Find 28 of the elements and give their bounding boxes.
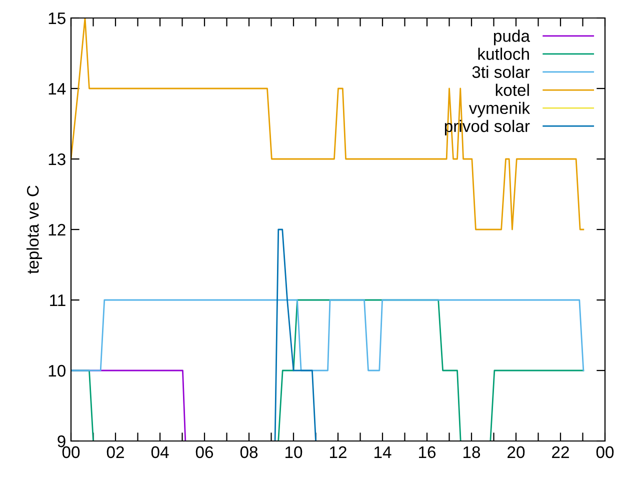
x-tick-label: 06 bbox=[196, 446, 214, 458]
line-series bbox=[71, 18, 584, 230]
y-tick-label: 13 bbox=[48, 153, 66, 166]
legend-label: puda bbox=[494, 30, 530, 46]
x-tick-label: 00 bbox=[596, 446, 614, 458]
y-tick-label: 14 bbox=[48, 83, 66, 95]
y-tick-label: 9 bbox=[58, 435, 66, 448]
y-tick-label: 11 bbox=[50, 294, 66, 306]
legend-label: 3ti solar bbox=[472, 66, 530, 78]
x-tick-label: 16 bbox=[419, 446, 436, 458]
y-tick-label: 12 bbox=[48, 224, 66, 236]
legend-label: vymenik bbox=[468, 102, 530, 118]
x-tick-label: 18 bbox=[464, 446, 480, 458]
x-tick-label: 02 bbox=[106, 446, 124, 458]
legend-label: kutloch bbox=[478, 48, 529, 60]
x-tick-label: 00 bbox=[62, 446, 80, 458]
line-series bbox=[274, 228, 316, 441]
x-tick-label: 08 bbox=[240, 446, 258, 458]
y-tick-label: 15 bbox=[48, 12, 66, 24]
x-tick-label: 10 bbox=[286, 446, 302, 458]
y-tick-label: 10 bbox=[48, 364, 66, 377]
x-tick-label: 04 bbox=[151, 446, 169, 458]
x-tick-label: 20 bbox=[508, 446, 525, 458]
x-tick-label: 22 bbox=[552, 446, 569, 458]
x-tick-label: 14 bbox=[374, 446, 392, 458]
y-axis-title: teplota ve C bbox=[26, 186, 42, 274]
x-tick-label: 12 bbox=[330, 446, 346, 458]
legend-label: kotel bbox=[496, 84, 529, 96]
